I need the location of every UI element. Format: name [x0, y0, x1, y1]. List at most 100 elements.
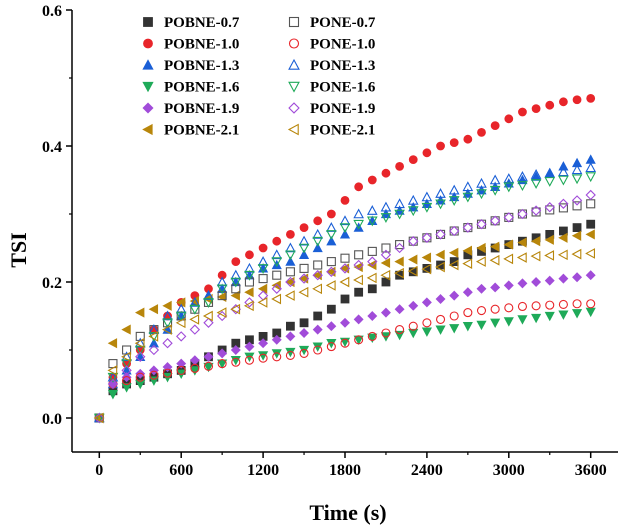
data-point [476, 189, 487, 200]
data-point [135, 351, 146, 362]
data-point [503, 280, 514, 291]
data-point [571, 174, 583, 185]
data-point [244, 287, 254, 298]
data-point [285, 331, 296, 342]
data-point [121, 383, 132, 393]
data-point [463, 134, 473, 144]
data-point [477, 127, 486, 137]
data-point [134, 337, 145, 349]
data-point [380, 307, 391, 318]
data-point [271, 293, 282, 305]
data-point [434, 261, 445, 273]
data-point [189, 304, 201, 315]
data-point [558, 273, 569, 284]
data-point [476, 242, 486, 254]
data-point [572, 223, 582, 233]
data-point [558, 299, 568, 309]
legend-label: PONE-1.9 [310, 101, 375, 117]
data-point [353, 274, 363, 286]
data-point [531, 207, 541, 217]
data-point [558, 203, 568, 213]
data-point [230, 269, 242, 280]
data-point [517, 301, 528, 312]
data-point [203, 317, 214, 328]
data-point [503, 173, 515, 183]
legend-label: POBNE-2.1 [164, 123, 239, 139]
data-point [339, 276, 350, 288]
data-point [544, 167, 556, 178]
data-point [517, 278, 528, 289]
series-POBNE-1.9 [94, 270, 596, 423]
data-point [408, 321, 418, 331]
data-point [544, 275, 555, 286]
data-point [476, 320, 487, 331]
legend-item: POBNE-1.0 [143, 37, 239, 53]
x-tick-label: 1200 [247, 462, 279, 479]
data-point [463, 308, 473, 318]
data-point [380, 269, 391, 281]
data-point [203, 290, 214, 300]
data-point [244, 297, 255, 308]
data-point [326, 342, 336, 352]
legend-marker [288, 102, 300, 114]
data-point [176, 365, 186, 375]
data-point [558, 161, 569, 171]
x-axis-title: Time (s) [309, 500, 386, 525]
x-tick-label: 600 [169, 462, 193, 479]
data-point [516, 252, 527, 263]
data-point [148, 344, 160, 356]
data-point [285, 276, 296, 288]
data-point [272, 352, 282, 362]
data-point [408, 254, 418, 265]
data-point [585, 172, 597, 183]
data-point [272, 236, 282, 246]
legend-marker [143, 38, 153, 49]
data-point [503, 317, 514, 327]
data-point [190, 363, 200, 373]
data-point [448, 259, 459, 271]
data-point [176, 331, 187, 342]
data-point [163, 368, 173, 378]
data-point [121, 351, 131, 363]
data-point [517, 181, 528, 191]
data-point [462, 287, 473, 298]
series-PONE-2.1 [93, 248, 595, 424]
y-tick-label: 0.0 [42, 411, 62, 428]
data-point [175, 311, 187, 322]
legend-item: POBNE-0.7 [143, 15, 240, 31]
data-point [203, 361, 214, 371]
data-point [503, 239, 513, 250]
data-point [107, 338, 118, 349]
data-point [244, 270, 255, 281]
data-point [585, 162, 597, 173]
data-point [381, 328, 391, 338]
data-point [216, 284, 228, 295]
data-point [490, 318, 501, 329]
data-point [503, 212, 514, 223]
data-point [571, 248, 582, 260]
legend-item: PONE-2.1 [287, 123, 375, 139]
data-point [175, 303, 187, 314]
data-point [395, 325, 405, 335]
legend-label: PONE-1.3 [310, 58, 375, 74]
data-point [380, 213, 392, 223]
data-point [299, 328, 310, 338]
data-point [571, 309, 583, 319]
data-point [353, 314, 364, 325]
data-point [462, 192, 474, 203]
legend-marker [287, 123, 299, 136]
data-point [340, 294, 350, 304]
data-point [353, 219, 364, 230]
data-point [395, 161, 405, 171]
data-point [572, 272, 583, 283]
data-point [203, 351, 214, 362]
data-point [572, 299, 582, 309]
data-point [462, 258, 473, 269]
data-point [298, 243, 310, 254]
data-point [531, 301, 541, 311]
data-point [394, 304, 405, 315]
data-point [162, 300, 172, 311]
x-tick-label: 1800 [329, 462, 361, 479]
data-point [148, 337, 159, 348]
data-point [585, 270, 596, 281]
